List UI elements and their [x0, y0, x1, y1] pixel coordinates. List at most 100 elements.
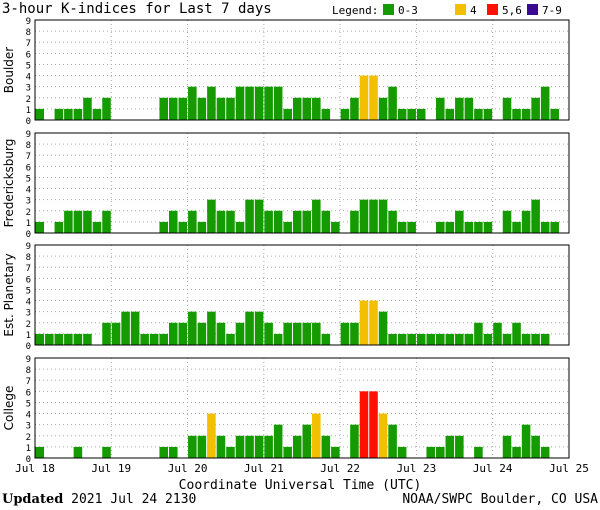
- y-tick-label: 4: [26, 73, 31, 83]
- y-tick-label: 7: [26, 264, 31, 274]
- k-index-bar: [483, 221, 493, 233]
- k-index-bar: [407, 221, 416, 233]
- k-index-bar: [254, 199, 264, 233]
- legend-swatch-yellow: [455, 4, 466, 15]
- k-index-bar: [369, 300, 378, 345]
- k-index-bar: [521, 210, 531, 233]
- x-tick-label: Jul 22: [320, 462, 360, 475]
- k-index-bar: [207, 311, 216, 345]
- k-index-bar: [436, 97, 445, 120]
- k-index-bar: [340, 108, 350, 120]
- y-tick-label: 8: [26, 141, 31, 151]
- k-index-bar: [216, 210, 226, 233]
- k-index-bar: [350, 210, 359, 233]
- k-index-bar: [35, 333, 45, 345]
- y-tick-label: 1: [26, 444, 31, 454]
- k-index-bar: [388, 333, 397, 345]
- k-index-bar: [312, 199, 321, 233]
- k-index-bar: [35, 221, 45, 233]
- y-tick-label: 7: [26, 39, 31, 49]
- k-index-bar: [312, 97, 321, 120]
- updated-value: 2021 Jul 24 2130: [71, 492, 197, 507]
- k-index-bar: [188, 86, 197, 120]
- k-index-bar: [378, 97, 388, 120]
- legend-swatch-red: [487, 4, 498, 15]
- k-index-bar: [397, 221, 407, 233]
- k-index-bar: [207, 199, 216, 233]
- k-index-bar: [350, 424, 359, 458]
- k-index-bar: [235, 322, 245, 345]
- legend-entry-label: 0-3: [398, 4, 418, 17]
- legend-entry-label: 4: [470, 4, 477, 17]
- y-tick-label: 9: [26, 242, 31, 252]
- k-index-bar: [226, 210, 235, 233]
- k-index-bar: [207, 413, 216, 458]
- y-tick-label: 8: [26, 28, 31, 38]
- x-tick-label: Jul 24: [473, 462, 513, 475]
- k-index-bar: [292, 97, 302, 120]
- y-tick-label: 4: [26, 298, 31, 308]
- k-index-bar: [54, 221, 64, 233]
- k-index-bar: [73, 333, 83, 345]
- k-index-bar: [502, 435, 512, 458]
- k-index-bar: [178, 221, 188, 233]
- k-index-bar: [102, 210, 111, 233]
- k-index-bar: [388, 86, 397, 120]
- k-index-bar: [474, 446, 483, 458]
- k-index-bar: [235, 221, 245, 233]
- legend-swatch-green: [383, 4, 394, 15]
- k-index-bar: [83, 97, 92, 120]
- k-index-bar: [235, 435, 245, 458]
- legend-label: Legend:: [332, 4, 379, 17]
- k-index-bar: [416, 333, 426, 345]
- k-index-bar: [369, 391, 378, 458]
- k-index-bar: [350, 322, 359, 345]
- k-index-bar: [550, 108, 559, 120]
- k-index-bar: [426, 333, 435, 345]
- k-index-bar: [302, 322, 312, 345]
- k-index-bar: [302, 424, 312, 458]
- k-index-bar: [483, 108, 493, 120]
- k-index-bar: [102, 446, 111, 458]
- k-index-bar: [397, 446, 407, 458]
- k-index-bar: [169, 322, 178, 345]
- k-index-bar: [188, 311, 197, 345]
- k-index-bar: [254, 86, 264, 120]
- panel-label: College: [2, 386, 16, 431]
- k-index-bar: [407, 333, 416, 345]
- k-index-bar: [350, 97, 359, 120]
- k-index-bar: [64, 210, 73, 233]
- k-index-bar: [254, 435, 264, 458]
- k-index-bar: [35, 108, 45, 120]
- x-tick-label: Jul 25: [549, 462, 589, 475]
- k-index-bar: [302, 210, 312, 233]
- k-index-bar: [550, 221, 559, 233]
- k-index-bar: [455, 210, 464, 233]
- k-index-bar: [178, 97, 188, 120]
- y-tick-label: 3: [26, 84, 31, 94]
- updated-label: Updated: [2, 492, 64, 507]
- k-index-bar: [378, 311, 388, 345]
- k-index-bar: [540, 221, 550, 233]
- k-index-bar: [102, 97, 111, 120]
- x-tick-label: Jul 21: [244, 462, 284, 475]
- k-index-bar: [540, 333, 550, 345]
- k-index-bar: [321, 435, 331, 458]
- k-index-bar: [388, 424, 397, 458]
- x-tick-label: Jul 20: [168, 462, 208, 475]
- y-tick-label: 6: [26, 388, 31, 398]
- panel-label: Fredericksburg: [2, 139, 16, 228]
- k-index-bar: [512, 221, 521, 233]
- k-index-bar: [531, 199, 540, 233]
- k-index-bar: [292, 322, 302, 345]
- x-axis-title: Coordinate Universal Time (UTC): [178, 478, 422, 493]
- k-index-bar: [531, 435, 540, 458]
- k-index-bar: [92, 221, 102, 233]
- k-index-bar: [512, 322, 521, 345]
- k-index-bar: [455, 97, 464, 120]
- k-index-bar: [474, 221, 483, 233]
- k-index-bar: [254, 311, 264, 345]
- k-index-bar: [283, 322, 292, 345]
- y-tick-label: 9: [26, 130, 31, 140]
- y-tick-label: 0: [26, 342, 31, 352]
